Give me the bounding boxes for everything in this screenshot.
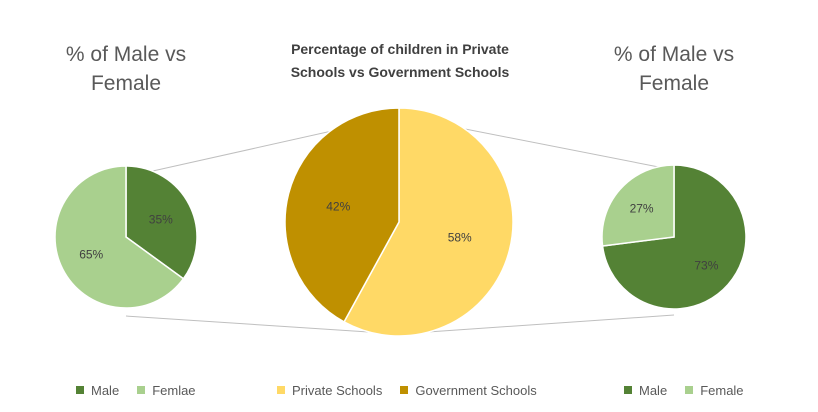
center-pie-label-private-schools: 58%	[448, 231, 472, 245]
legend-item-femlae: Femlae	[137, 382, 196, 398]
center-pie-slice-private-schools	[343, 107, 514, 337]
legend-item-private-schools: Private Schools	[277, 383, 382, 398]
right-pie-slice-female	[601, 164, 675, 247]
connector-line-2	[125, 315, 400, 335]
right-pie-label-male: 73%	[694, 259, 718, 273]
left-pie-label-male: 35%	[149, 212, 173, 226]
legend-label-government-schools: Government Schools	[415, 382, 537, 398]
legend-item-male: Male	[76, 383, 119, 398]
right-title-line1: % of Male vs	[613, 43, 735, 66]
legend-label-private-schools: Private Schools	[292, 382, 383, 398]
legend-swatch-male	[76, 386, 84, 394]
legend-swatch-government-schools	[400, 386, 409, 394]
legend-item-male-right: Male	[624, 383, 667, 398]
left-pie-slice-male	[125, 165, 198, 280]
legend-swatch-female-right	[685, 386, 694, 394]
connector-line-4	[398, 314, 675, 335]
legend-label-female-right: Female	[700, 382, 744, 398]
center-title-line1: Percentage of children in Private	[291, 41, 509, 57]
legend-label-male-right: Male	[639, 382, 668, 398]
left-title-line2: Female	[90, 72, 162, 95]
legend-swatch-femlae	[137, 386, 146, 394]
left-pie-slice-femlae	[54, 165, 185, 309]
right-title-line2: Female	[638, 72, 710, 95]
legend-label-femlae: Femlae	[152, 382, 196, 398]
left-legend: Male Femlae	[76, 381, 196, 399]
center-legend: Private Schools Government Schools	[277, 381, 537, 399]
left-pie-title: % of Male vs Female	[26, 40, 226, 98]
left-title-line1: % of Male vs	[65, 43, 187, 66]
right-pie-label-female: 27%	[630, 201, 654, 215]
legend-item-government-schools: Government Schools	[400, 382, 537, 398]
legend-swatch-private-schools	[277, 386, 285, 394]
center-pie-label-government-schools: 42%	[326, 199, 350, 213]
center-pie-title: Percentage of children in Private School…	[270, 38, 530, 84]
left-pie-label-femlae: 65%	[79, 248, 103, 262]
legend-label-male: Male	[91, 382, 120, 398]
center-pie-slice-government-schools	[284, 107, 400, 323]
right-pie-title: % of Male vs Female	[574, 40, 774, 98]
center-title-line2: Schools vs Government Schools	[290, 64, 510, 80]
right-legend: Male Female	[624, 381, 744, 399]
legend-swatch-male-right	[624, 386, 632, 394]
legend-item-female-right: Female	[685, 382, 744, 398]
